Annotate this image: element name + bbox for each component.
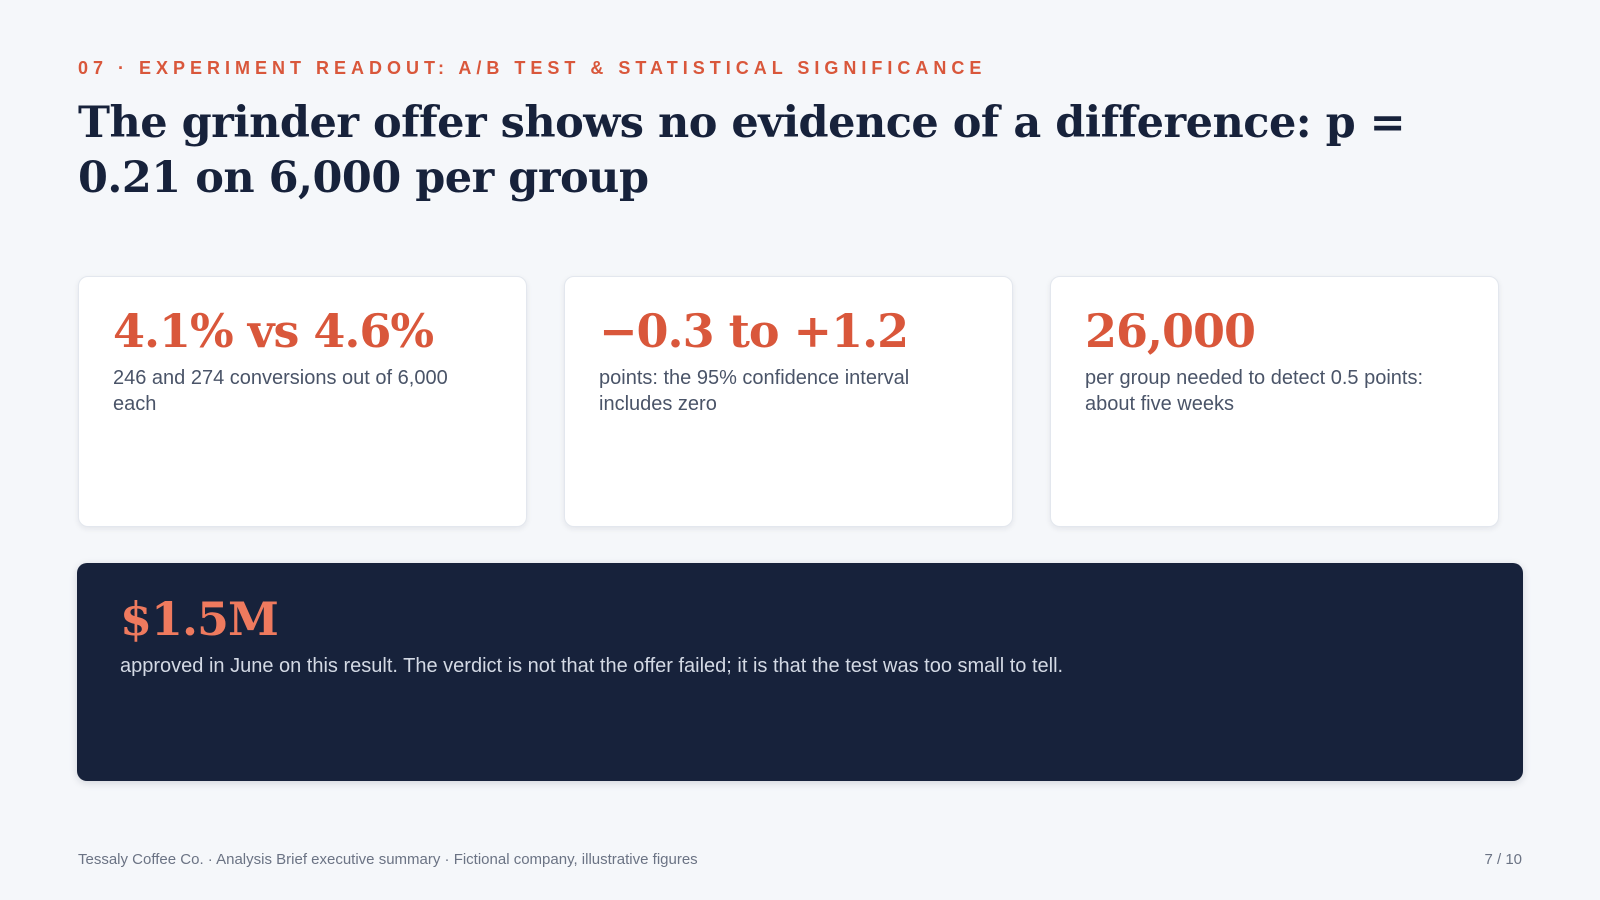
footer-source: Tessaly Coffee Co. · Analysis Brief exec… — [78, 851, 698, 868]
banner-description: approved in June on this result. The ver… — [120, 655, 1064, 677]
stat-card-conversion-rates: 4.1% vs 4.6% 246 and 274 conversions out… — [78, 276, 527, 527]
page-title: The grinder offer shows no evidence of a… — [78, 98, 1406, 203]
banner-value: $1.5M — [120, 592, 279, 646]
stat-card-confidence-interval: −0.3 to +1.2 points: the 95% confidence … — [564, 276, 1013, 527]
stat-description: points: the 95% confidence interval incl… — [599, 367, 910, 415]
stat-value: 26,000 — [1085, 304, 1256, 358]
stat-card-sample-size: 26,000 per group needed to detect 0.5 po… — [1050, 276, 1499, 527]
page-number: 7 / 10 — [1484, 851, 1522, 868]
stat-description: per group needed to detect 0.5 points: a… — [1085, 367, 1424, 415]
stat-value: −0.3 to +1.2 — [599, 304, 909, 358]
section-eyebrow: 07 · EXPERIMENT READOUT: A/B TEST & STAT… — [78, 58, 987, 78]
stat-value: 4.1% vs 4.6% — [113, 304, 434, 358]
stat-description: 246 and 274 conversions out of 6,000 eac… — [113, 367, 448, 415]
verdict-banner: $1.5M approved in June on this result. T… — [77, 563, 1523, 781]
